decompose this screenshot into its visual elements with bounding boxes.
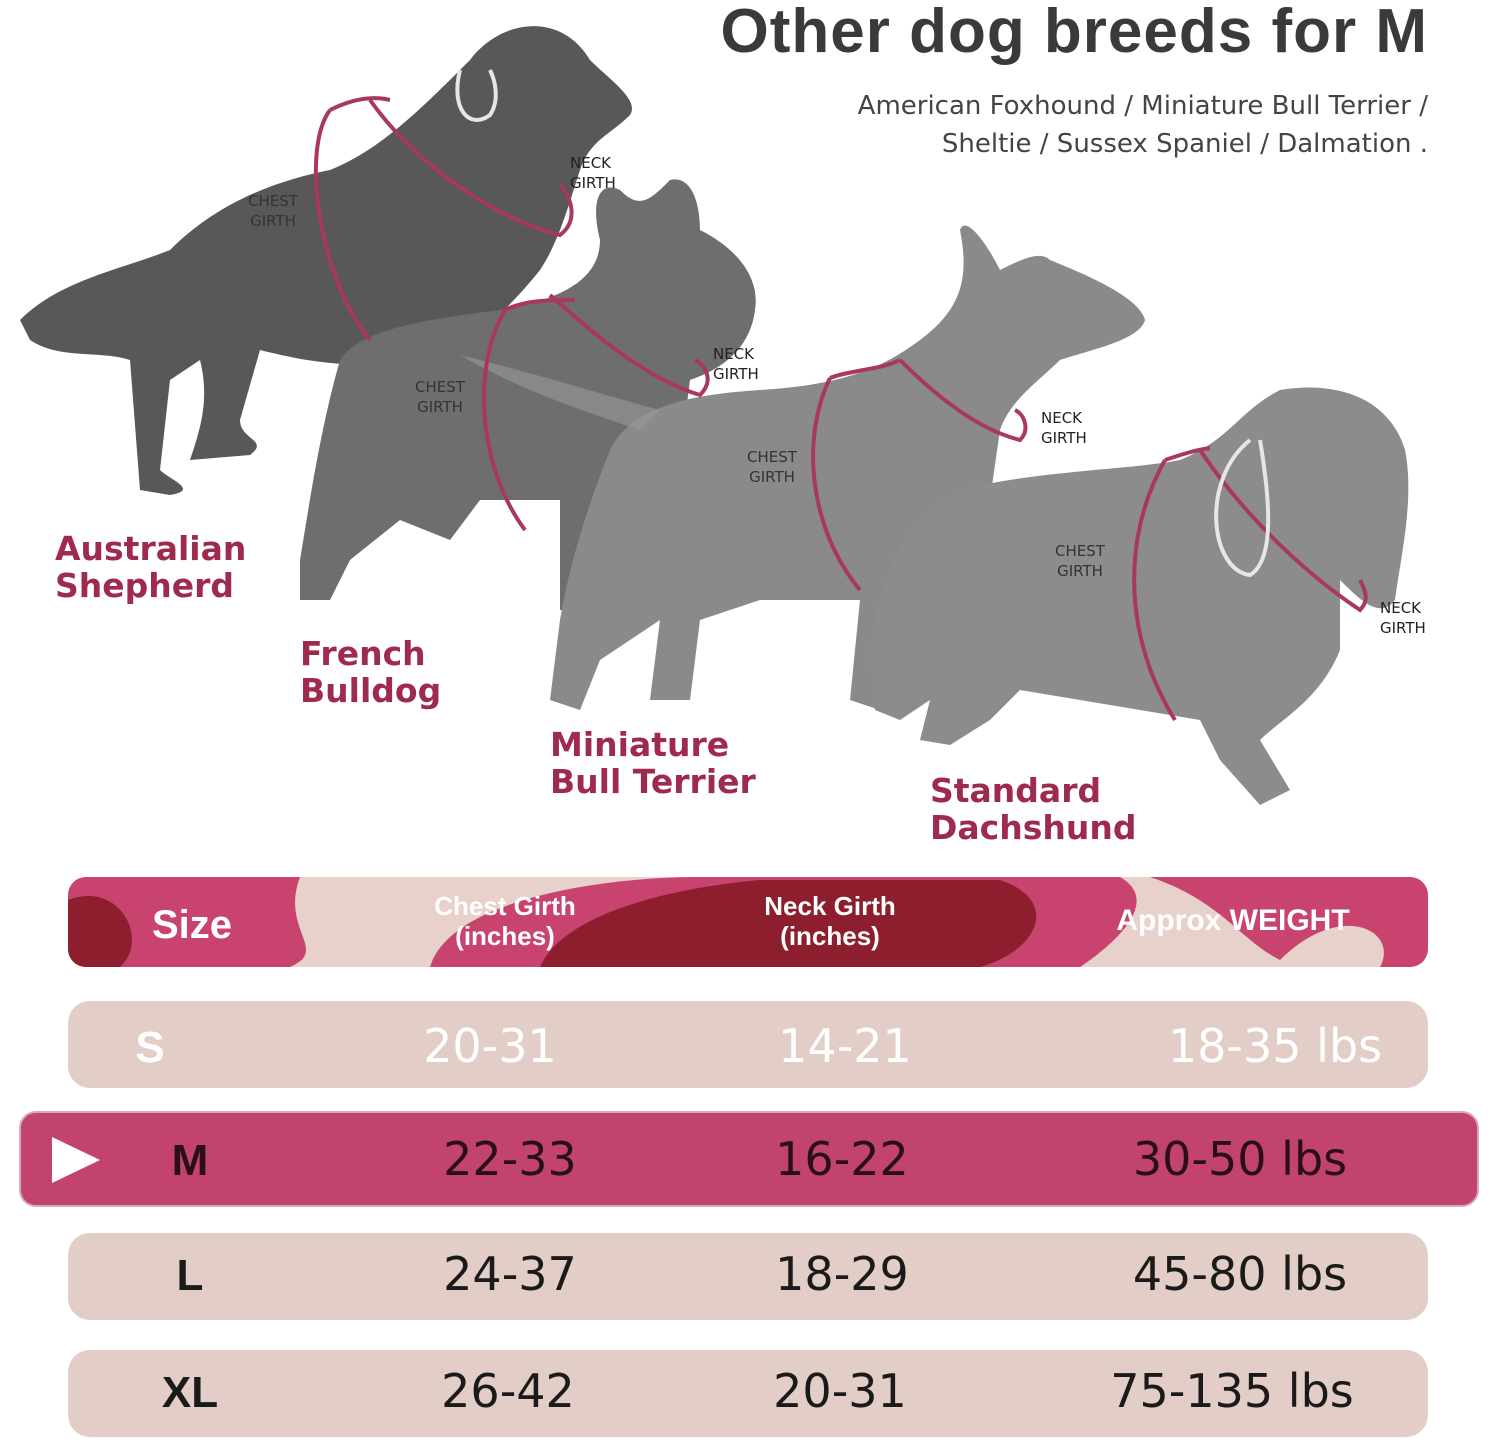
header-cell: Approx WEIGHT — [1116, 904, 1349, 937]
table-rows: S 20-31 14-21 18-35 lbs M 22-33 16-22 30-50 lbs… — [135, 1019, 1382, 1418]
dog-silhouette — [870, 387, 1409, 805]
chest-girth-label: CHEST — [248, 192, 299, 210]
dog-silhouette — [550, 225, 1145, 710]
table-cell: 16-22 — [775, 1132, 909, 1186]
breed-name: French — [300, 634, 426, 673]
header-cell: Chest Girth — [434, 891, 576, 921]
subtitle: Sheltie / Sussex Spaniel / Dalmation . — [942, 129, 1428, 159]
table-cell: 45-80 lbs — [1133, 1247, 1347, 1301]
table-cell: 20-31 — [773, 1364, 907, 1418]
neck-girth-label: NECK — [570, 154, 612, 172]
chest-girth-label: GIRTH — [749, 468, 795, 486]
chest-girth-label: CHEST — [1055, 542, 1106, 560]
table-header-bg — [68, 877, 1428, 967]
size-cell: L — [177, 1251, 204, 1300]
collar — [1214, 438, 1271, 578]
row-bg — [68, 1350, 1428, 1437]
chest-girth-label: CHEST — [415, 378, 466, 396]
dog-silhouette — [20, 26, 632, 495]
chest-girth-label: GIRTH — [1057, 562, 1103, 580]
camo — [68, 895, 132, 967]
neck-girth-label: GIRTH — [1041, 429, 1087, 447]
size-cell: XL — [162, 1368, 218, 1417]
chest-girth-label: CHEST — [747, 448, 798, 466]
harness-lines — [313, 69, 1368, 722]
row-bg — [68, 1233, 1428, 1320]
table-cell: 26-42 — [441, 1364, 575, 1418]
table-cell: 22-33 — [443, 1132, 577, 1186]
size-cell: S — [135, 1023, 164, 1072]
breed-name: Dachshund — [930, 808, 1136, 847]
table-cell: 18-35 lbs — [1168, 1019, 1382, 1073]
breed-name: Australian — [55, 529, 246, 568]
collar — [455, 69, 498, 122]
header-cell: Neck Girth — [764, 891, 896, 921]
chest-girth-label: GIRTH — [250, 212, 296, 230]
harness — [811, 358, 1028, 592]
table-cell: 18-29 — [775, 1247, 909, 1301]
header-cell: (inches) — [780, 921, 880, 951]
header-cell: Size — [152, 903, 232, 947]
breed-name: Standard — [930, 771, 1101, 810]
camo — [1150, 877, 1428, 967]
neck-girth-label: GIRTH — [1380, 619, 1426, 637]
breed-name: Shepherd — [55, 566, 234, 605]
neck-girth-label: NECK — [1380, 599, 1422, 617]
title: Other dog breeds for M — [721, 0, 1428, 66]
camo — [540, 880, 1037, 967]
neck-girth-label: GIRTH — [713, 365, 759, 383]
harness — [482, 293, 710, 532]
chest-girth-label: GIRTH — [417, 398, 463, 416]
neck-girth-label: NECK — [1041, 409, 1083, 427]
row-bg — [68, 1001, 1428, 1088]
table-cell: 24-37 — [443, 1247, 577, 1301]
row-bg — [19, 1111, 1479, 1207]
breed-name: Bull Terrier — [550, 762, 757, 801]
table-cell: 75-135 lbs — [1110, 1364, 1354, 1418]
table-cell: 20-31 — [423, 1019, 557, 1073]
harness — [313, 96, 574, 342]
breed-name: Miniature — [550, 725, 729, 764]
breed-name: Bulldog — [300, 671, 441, 710]
harness — [1132, 446, 1368, 722]
neck-girth-label: NECK — [713, 345, 755, 363]
table-cell: 30-50 lbs — [1133, 1132, 1347, 1186]
header-cell: (inches) — [455, 921, 555, 951]
table-cell: 14-21 — [778, 1019, 912, 1073]
neck-girth-label: GIRTH — [570, 174, 616, 192]
dog-shadow — [460, 355, 660, 430]
pointer-icon — [52, 1137, 100, 1183]
subtitle: American Foxhound / Miniature Bull Terri… — [858, 91, 1429, 121]
size-cell: M — [172, 1136, 209, 1185]
